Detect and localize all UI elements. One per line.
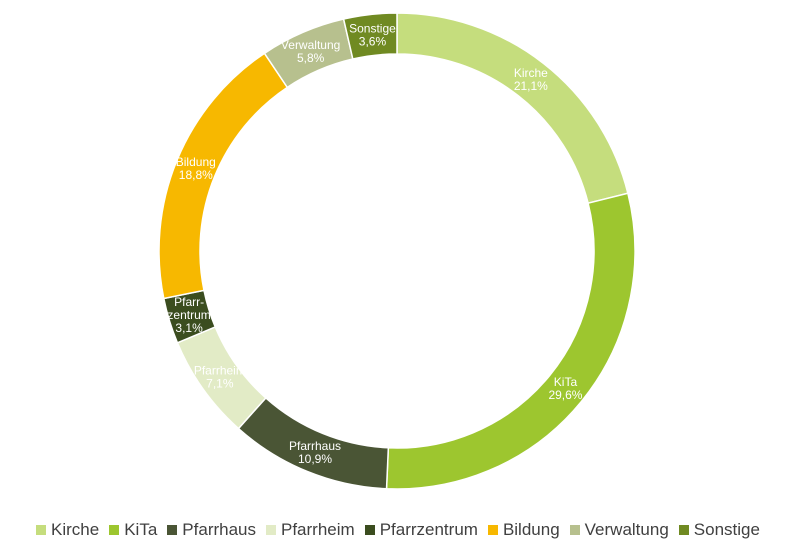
legend-item-sonstige: Sonstige: [678, 520, 760, 540]
legend-swatch: [266, 525, 276, 535]
legend-item-pfarrheim: Pfarrheim: [266, 520, 355, 540]
legend-item-kirche: Kirche: [36, 520, 99, 540]
data-label-verwaltung: Verwaltung 5,8%: [281, 38, 340, 65]
legend-label: Sonstige: [693, 520, 760, 539]
legend-swatch: [487, 525, 498, 535]
legend-swatch: [36, 525, 47, 535]
legend-item-bildung: Bildung: [487, 520, 560, 540]
legend-swatch: [167, 525, 178, 535]
legend-item-pfarrzentrum: Pfarrzentrum: [364, 520, 478, 540]
data-label-sonstige: Sonstige 3,6%: [349, 21, 396, 48]
data-label-bildung: Bildung 18,8%: [176, 155, 216, 182]
legend-swatch: [678, 525, 689, 535]
data-label-pfarrheim: Pfarrheim 7,1%: [194, 364, 246, 391]
data-label-pfarrzentrum: Pfarr-zentrum 3,1%: [167, 295, 210, 335]
legend: Kirche KiTa Pfarrhaus Pfarrheim Pfarrzentrum…: [0, 518, 796, 542]
legend-label: Pfarrzentrum: [379, 520, 478, 539]
legend-label: KiTa: [124, 520, 158, 539]
legend-label: Kirche: [51, 520, 100, 539]
legend-label: Pfarrhaus: [182, 520, 256, 539]
legend-item-pfarrhaus: Pfarrhaus: [167, 520, 256, 540]
legend-swatch: [364, 525, 375, 535]
data-label-kita: KiTa 29,6%: [548, 375, 582, 402]
donut-svg: Kirche 21,1% KiTa 29,6% Pfarrhaus 10,9% Pfarrh…: [158, 12, 636, 490]
legend-swatch: [569, 525, 580, 535]
slice-sonstige: [342, 12, 398, 60]
data-label-pfarrhaus: Pfarrhaus 10,9%: [289, 439, 341, 466]
legend-label: Pfarrheim: [281, 520, 355, 539]
legend-swatch: [109, 525, 120, 535]
legend-label: Bildung: [502, 520, 560, 539]
legend-item-kita: KiTa: [109, 520, 157, 540]
slice-kirche: [396, 12, 629, 205]
data-label-kirche: Kirche 21,1%: [514, 66, 548, 93]
slice-kita: [385, 192, 636, 490]
legend-label: Verwaltung: [584, 520, 669, 539]
legend-item-verwaltung: Verwaltung: [569, 520, 669, 540]
